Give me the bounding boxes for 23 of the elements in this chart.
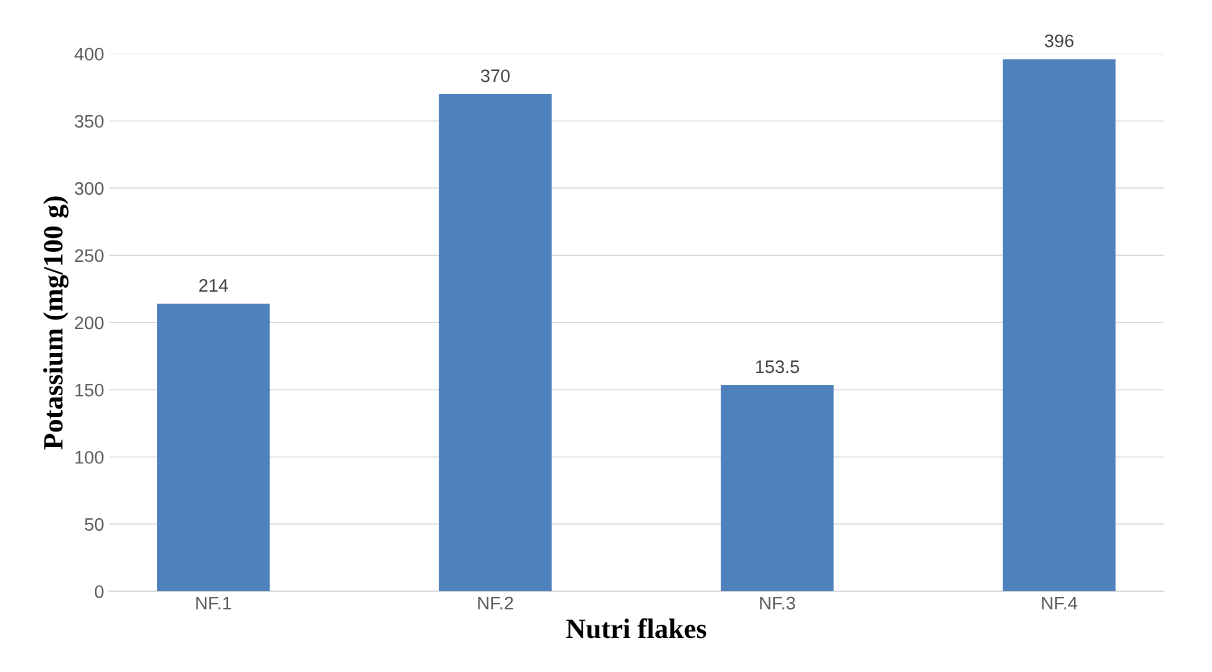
x-tick-label: NF.1	[196, 596, 232, 610]
x-tick-label: NF.3	[760, 596, 796, 610]
y-tick-label: 250	[75, 249, 104, 263]
data-label: 214	[199, 279, 228, 292]
y-tick-label: 400	[74, 47, 104, 61]
y-tick-label: 100	[75, 450, 104, 464]
y-tick-label: 300	[74, 182, 104, 195]
data-label: 153.5	[756, 360, 800, 374]
y-axis-title: Potassium (mg/100 g)	[43, 196, 69, 450]
x-axis-title: Nutri flakes	[566, 618, 707, 639]
y-tick-label: 350	[74, 114, 104, 128]
bar	[157, 303, 270, 592]
x-tick-label: NF.4	[1042, 596, 1078, 610]
data-label: 370	[480, 69, 510, 83]
bar	[720, 385, 834, 592]
bar	[1002, 59, 1116, 592]
data-label: 396	[1044, 34, 1074, 48]
y-tick-label: 0	[94, 585, 104, 599]
bar	[438, 94, 552, 592]
y-tick-label: 150	[75, 383, 104, 397]
y-tick-label: 200	[75, 316, 104, 330]
y-tick-label: 50	[84, 518, 104, 531]
x-tick-label: NF.2	[478, 596, 513, 610]
